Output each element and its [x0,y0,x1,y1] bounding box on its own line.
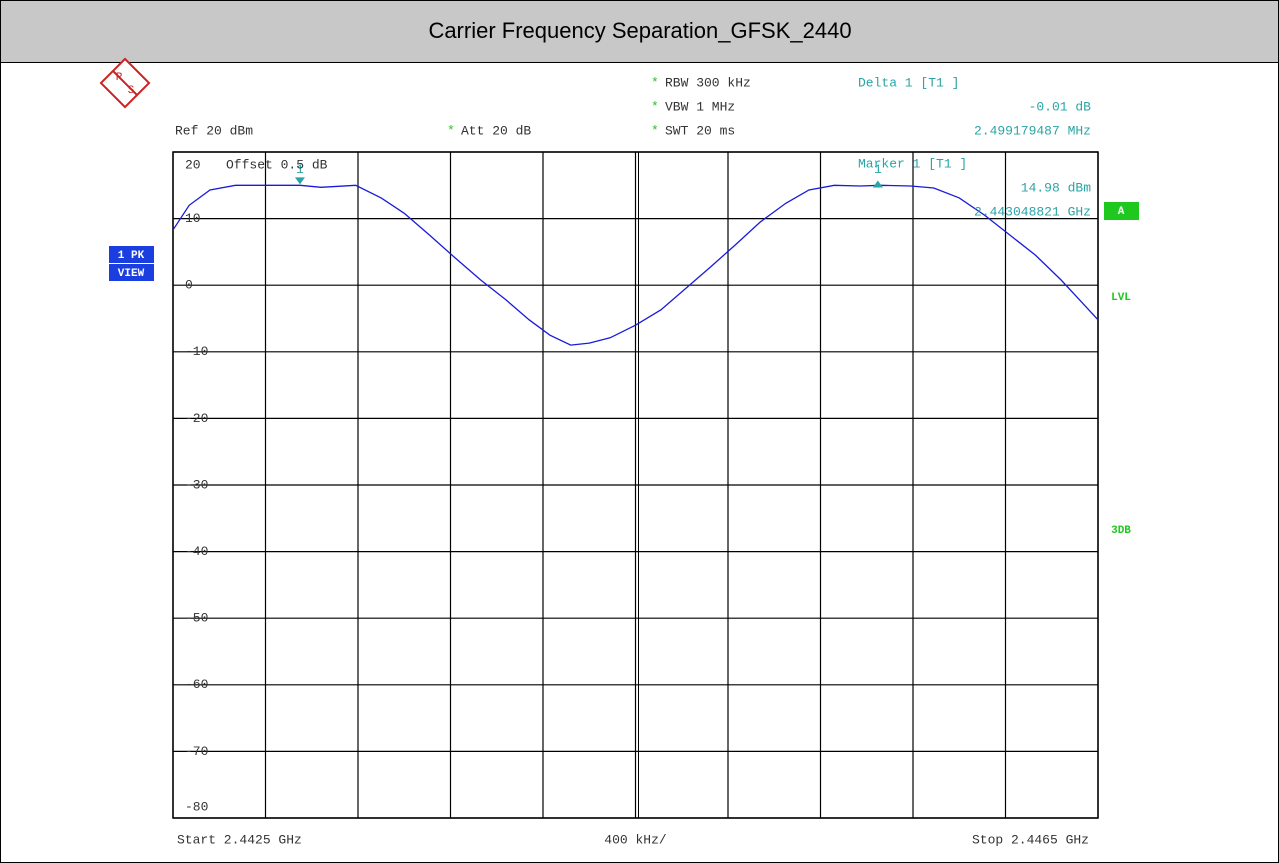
trace-mode-box [109,246,154,263]
attenuation: Att 20 dB [461,123,531,138]
setting: RBW 300 kHz [665,75,751,90]
stop-freq: Stop 2.4465 GHz [972,832,1089,847]
delta-readout: 2.499179487 MHz [974,123,1091,138]
y-tick-label: -20 [185,411,208,426]
y-tick-label: -30 [185,477,208,492]
trace [172,184,1099,346]
side-label: A [1118,206,1125,218]
chart-title: Carrier Frequency Separation_GFSK_2440 [428,18,851,43]
marker [872,180,883,188]
delta-readout: -0.01 dB [1029,99,1092,114]
marker [294,177,305,185]
setting-star: * [651,123,659,138]
y-tick-label: -50 [185,611,208,626]
marker-label: 1 [296,162,304,177]
setting: VBW 1 MHz [665,99,735,114]
marker-readout: 14.98 dBm [1021,180,1091,195]
marker-label: 1 [874,162,882,177]
y-tick-label: -10 [185,344,208,359]
setting-star: * [651,75,659,90]
y-tick-label: -70 [185,744,208,759]
ref-level: Ref 20 dBm [175,123,253,138]
side-label: 3DB [1111,525,1131,537]
delta-readout: Delta 1 [T1 ] [858,75,959,90]
marker-readout: 2.443048821 GHz [974,204,1091,219]
y-tick-label: 0 [185,278,193,293]
setting: SWT 20 ms [665,123,735,138]
y-tick-label: -60 [185,677,208,692]
plot-border [172,151,1099,819]
trace-mode: VIEW [118,268,145,280]
marker-readout: Marker 1 [T1 ] [858,156,967,171]
y-tick-label: 10 [185,211,201,226]
svg-text:R: R [116,72,123,84]
y-tick-label: 20 [185,157,201,172]
trace-mode-box [109,264,154,281]
title-bar [0,0,1279,63]
y-tick-label: -80 [185,799,208,814]
logo: R S [99,57,151,109]
side-box [1104,202,1139,220]
side-label: LVL [1111,292,1131,304]
y-tick-label: -40 [185,544,208,559]
offset: Offset 0.5 dB [226,157,328,172]
setting-star: * [651,99,659,114]
span: 400 kHz/ [604,832,667,847]
start-freq: Start 2.4425 GHz [177,832,302,847]
att-star: * [447,123,455,138]
svg-text:S: S [128,85,135,97]
trace-mode: 1 PK [118,250,145,262]
